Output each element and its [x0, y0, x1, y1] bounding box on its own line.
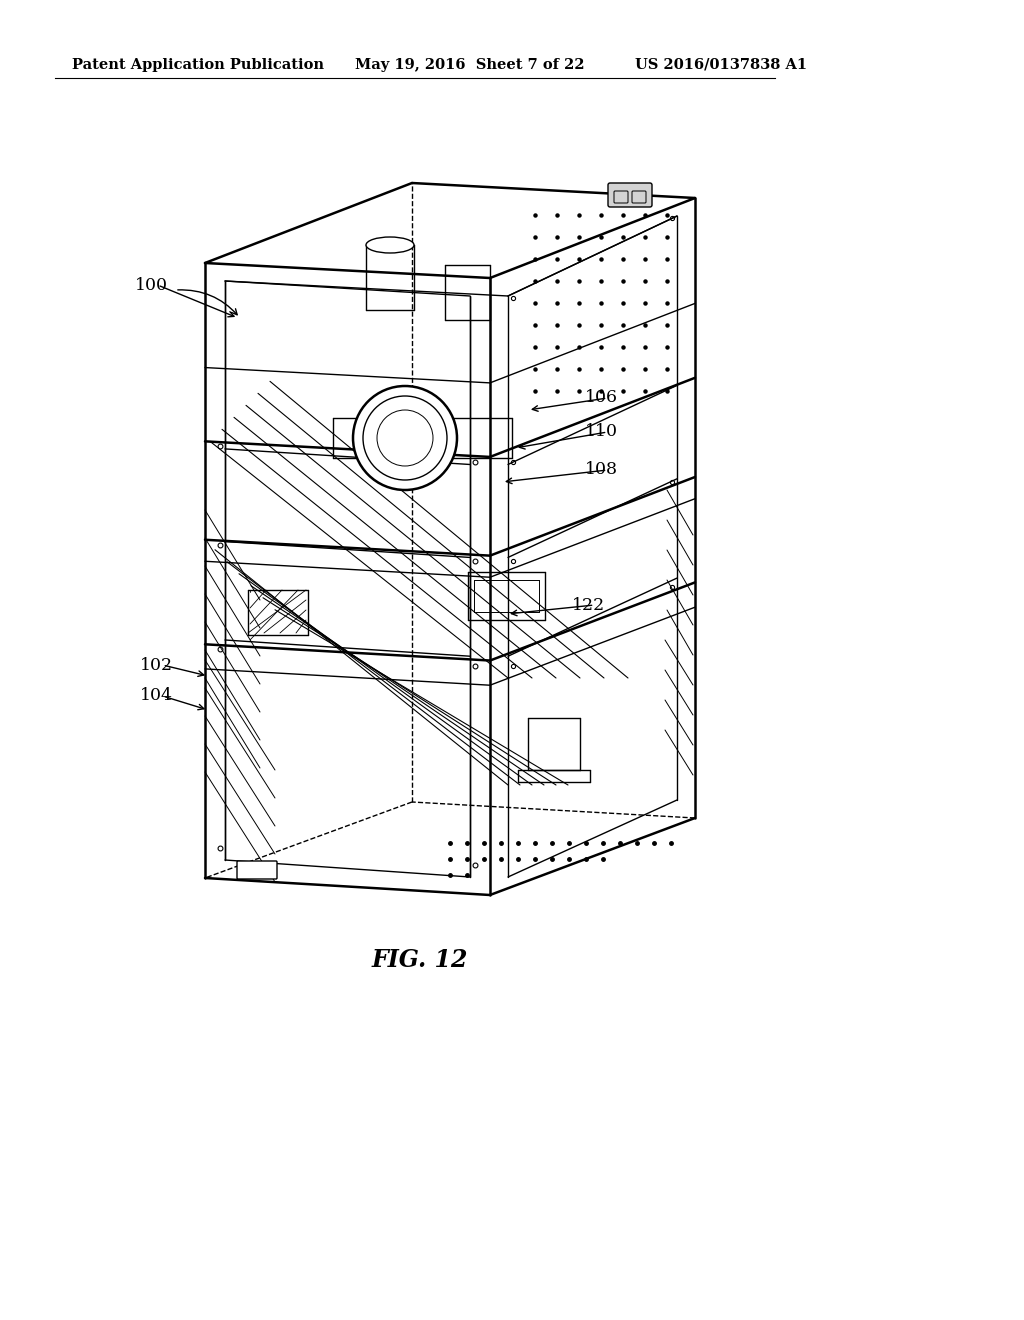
Text: 110: 110	[585, 424, 618, 441]
Ellipse shape	[366, 238, 414, 253]
Text: 122: 122	[572, 597, 605, 614]
Circle shape	[377, 411, 433, 466]
Text: May 19, 2016  Sheet 7 of 22: May 19, 2016 Sheet 7 of 22	[355, 58, 585, 73]
Text: 100: 100	[135, 276, 168, 293]
FancyBboxPatch shape	[237, 861, 278, 879]
Circle shape	[353, 385, 457, 490]
Text: Patent Application Publication: Patent Application Publication	[72, 58, 324, 73]
Text: 104: 104	[140, 688, 173, 705]
Circle shape	[362, 396, 447, 480]
Text: 102: 102	[140, 656, 173, 673]
Text: US 2016/0137838 A1: US 2016/0137838 A1	[635, 58, 807, 73]
Text: 108: 108	[585, 462, 618, 479]
Text: 106: 106	[585, 389, 618, 407]
Text: FIG. 12: FIG. 12	[372, 948, 468, 972]
FancyBboxPatch shape	[608, 183, 652, 207]
